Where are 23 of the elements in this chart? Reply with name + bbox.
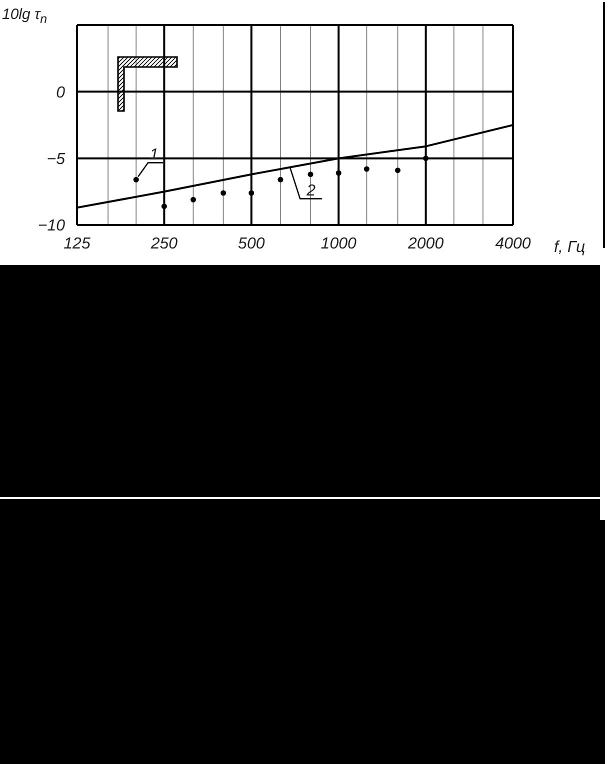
point <box>394 168 400 174</box>
x-tick-label: 1000 <box>320 235 356 252</box>
y-axis-title: 10lg τ$_{n}$ <box>2 6 48 28</box>
annotation: 2 <box>306 182 316 200</box>
y-tick-label: 0 <box>56 84 66 102</box>
x-tick-label: 250 <box>150 235 178 252</box>
x-tick-label: 4000 <box>495 235 531 252</box>
point <box>423 156 429 162</box>
point <box>278 176 284 182</box>
y-tick-label: −10 <box>38 218 66 235</box>
point <box>336 170 342 176</box>
point <box>190 196 196 202</box>
x-tick-label: 2000 <box>407 235 444 252</box>
point <box>308 172 314 178</box>
x-axis-title: f, Гц <box>554 239 586 257</box>
point <box>161 204 167 210</box>
x-tick-label: 125 <box>64 235 90 252</box>
point <box>248 190 254 196</box>
y-tick-label: −5 <box>46 151 66 168</box>
point <box>220 190 226 196</box>
point <box>364 166 370 172</box>
x-tick-label: 500 <box>238 235 265 252</box>
point <box>133 176 139 182</box>
